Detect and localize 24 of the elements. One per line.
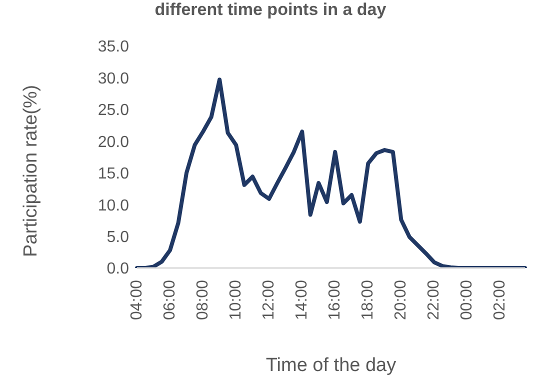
x-tick-label: 22:00 [426,280,443,320]
x-tick-label: 20:00 [392,280,410,320]
line-series [135,78,527,268]
y-tick-label: 20.0 [98,134,130,151]
y-tick-label: 0.0 [106,260,130,278]
chart-title: different time points in a day [154,0,388,20]
x-tick-label: 04:00 [128,280,146,320]
x-tick-label: 12:00 [260,280,278,320]
x-tick-label: 14:00 [294,280,311,320]
x-tick-label: 06:00 [162,280,179,320]
y-tick-label: 30.0 [98,70,130,88]
x-tick-label: 02:00 [492,280,509,320]
x-tick-label: 16:00 [326,280,344,320]
x-tick-label: 18:00 [360,280,377,320]
x-tick-label: 00:00 [458,280,476,320]
x-tick-label: 10:00 [228,280,245,320]
y-tick-label: 5.0 [106,228,130,246]
y-tick-label: 15.0 [98,166,130,183]
y-tick-label: 25.0 [98,102,130,120]
y-tick-label: 10.0 [98,197,130,214]
y-axis-title: Participation rate(%) [20,84,42,257]
y-tick-label: 35.0 [98,38,130,56]
x-tick-label: 08:00 [194,280,212,320]
x-axis-title: Time of the day [266,355,397,376]
